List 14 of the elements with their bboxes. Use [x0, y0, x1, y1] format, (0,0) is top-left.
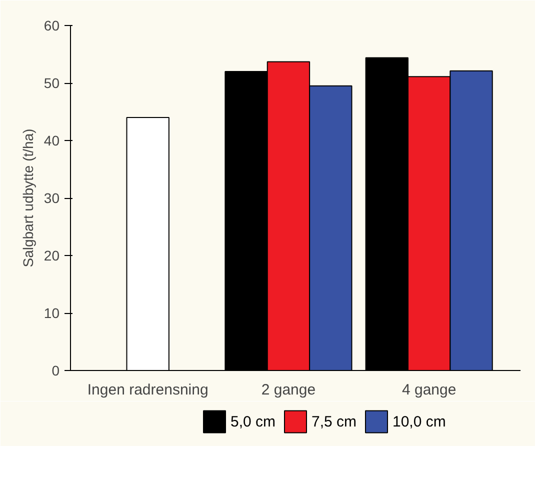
legend-label: 7,5 cm — [312, 413, 357, 430]
y-tick-label: 50 — [44, 75, 60, 91]
y-axis-title: Salgbart udbytte (t/ha) — [20, 128, 36, 268]
y-tick-label: 40 — [44, 132, 60, 148]
x-tick-label: 2 gange — [261, 382, 316, 398]
y-tick-label: 20 — [44, 248, 60, 264]
y-tick-label: 10 — [44, 305, 60, 321]
y-tick-label: 0 — [52, 362, 60, 378]
legend-label: 5,0 cm — [230, 413, 276, 430]
x-tick-label: Ingen radrensning — [87, 382, 208, 398]
legend-label: 10,0 cm — [392, 413, 446, 430]
y-tick-label: 60 — [44, 18, 60, 34]
y-tick-label: 30 — [44, 190, 60, 206]
x-tick-label: 4 gange — [402, 382, 456, 398]
